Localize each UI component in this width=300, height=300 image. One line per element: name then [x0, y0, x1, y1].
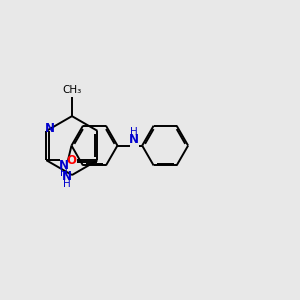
Text: N: N — [59, 159, 69, 172]
Text: H: H — [130, 127, 138, 137]
Text: CH₃: CH₃ — [62, 85, 82, 94]
Text: N: N — [45, 122, 55, 135]
Text: N: N — [62, 170, 72, 183]
Text: H: H — [60, 168, 68, 178]
Text: N: N — [129, 133, 139, 146]
Text: O: O — [66, 154, 76, 167]
Text: H: H — [63, 179, 70, 190]
